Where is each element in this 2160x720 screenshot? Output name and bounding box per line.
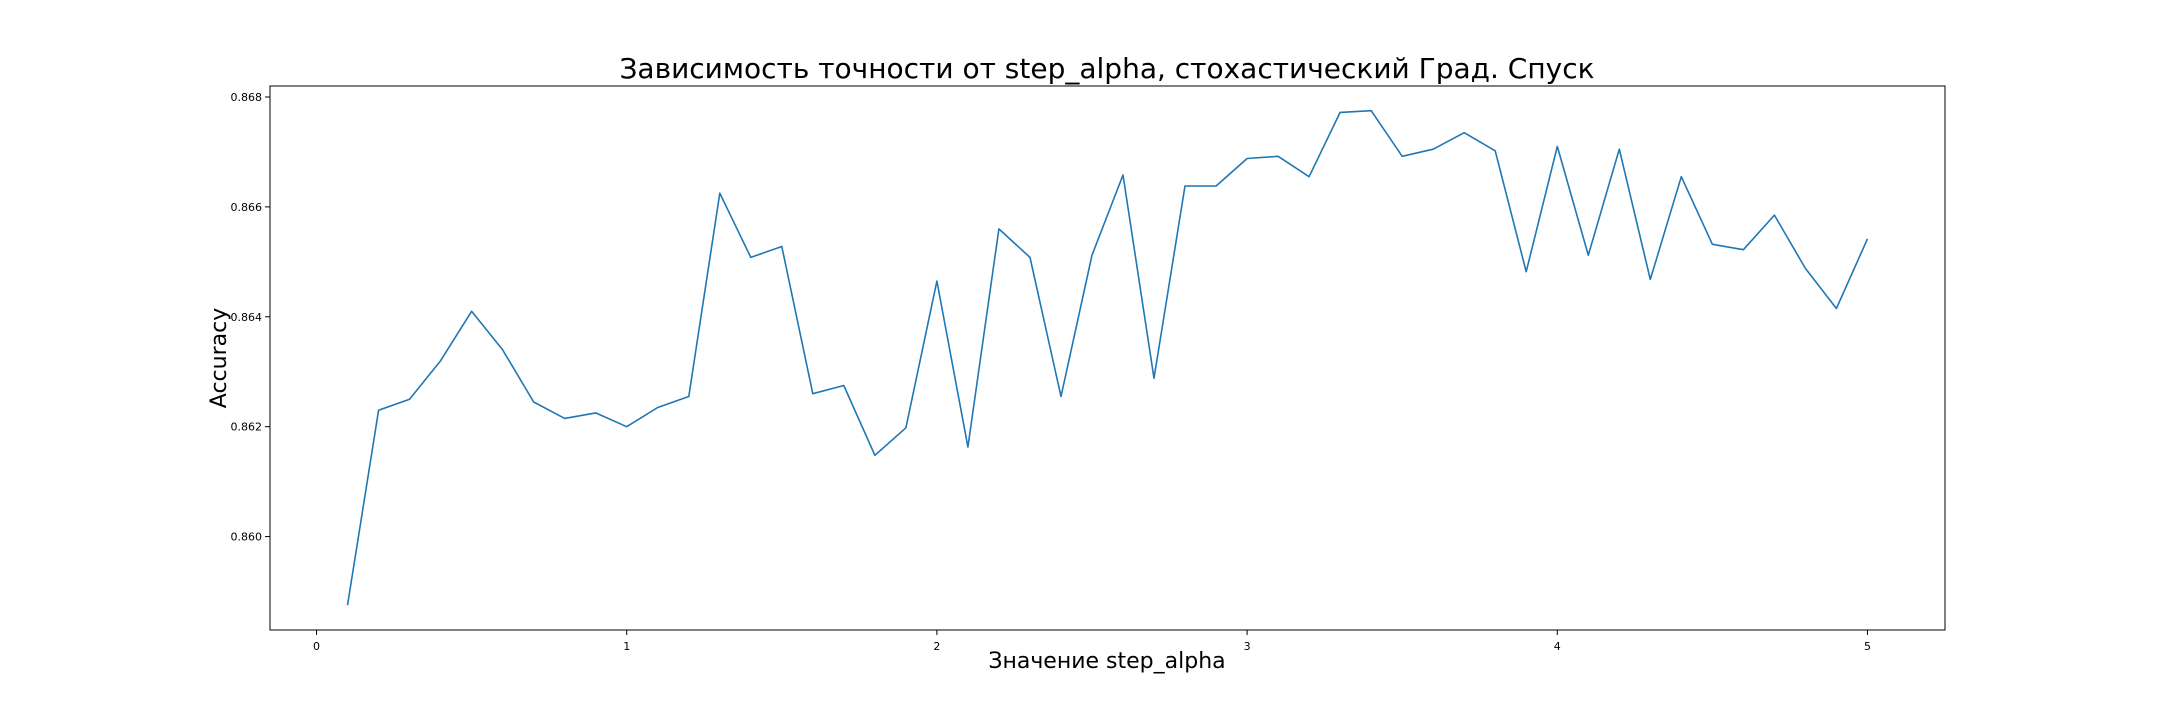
x-tick-label: 3 bbox=[1244, 640, 1251, 653]
x-tick-label: 4 bbox=[1554, 640, 1561, 653]
series-layer bbox=[346, 109, 1869, 606]
plot-frame bbox=[269, 85, 1946, 631]
y-tick-label: 0.862 bbox=[231, 421, 263, 434]
x-axis: 0 1 2 3 4 5 bbox=[313, 630, 1871, 653]
x-axis-label: Значение step_alpha bbox=[988, 649, 1225, 674]
y-axis: 0.860 0.862 0.864 0.866 0.868 bbox=[231, 91, 270, 544]
x-tick-label: 2 bbox=[933, 640, 940, 653]
y-tick-label: 0.860 bbox=[231, 531, 263, 544]
x-tick-label: 0 bbox=[313, 640, 320, 653]
y-tick-label: 0.864 bbox=[231, 311, 263, 324]
x-tick-label: 5 bbox=[1864, 640, 1871, 653]
x-tick-label: 1 bbox=[623, 640, 630, 653]
series-line bbox=[346, 109, 1869, 606]
chart-title: Зависимость точности от step_alpha, стох… bbox=[619, 52, 1594, 85]
y-tick-label: 0.868 bbox=[231, 91, 263, 104]
y-axis-label: Accuracy bbox=[207, 308, 232, 408]
y-tick-label: 0.866 bbox=[231, 201, 263, 214]
